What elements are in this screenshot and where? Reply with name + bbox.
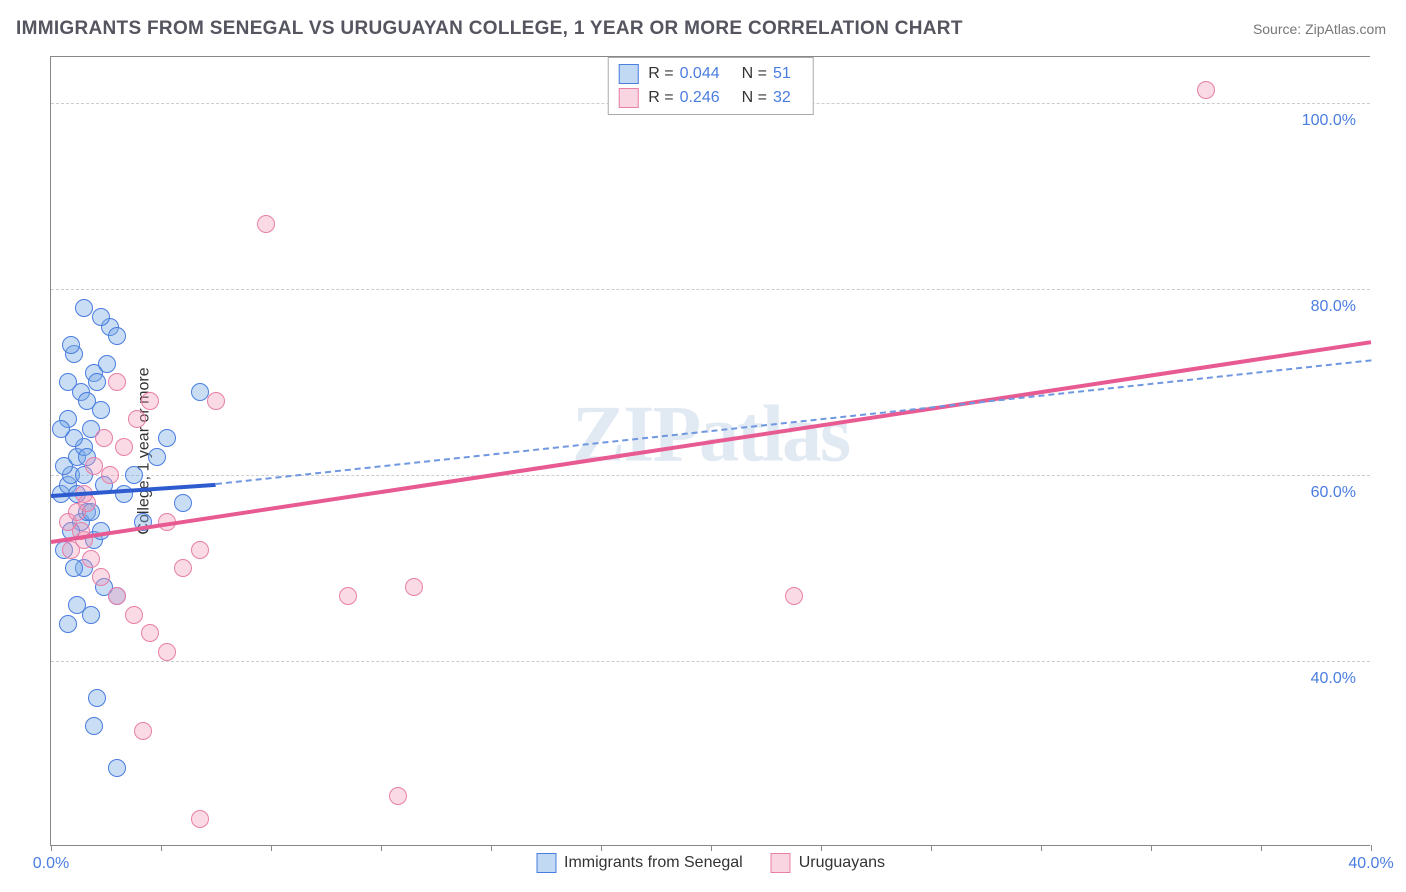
x-tick-minor [931, 845, 932, 851]
scatter-point-blue [125, 466, 143, 484]
scatter-point-pink [134, 722, 152, 740]
chart-source: Source: ZipAtlas.com [1253, 21, 1386, 37]
legend-item: Immigrants from Senegal [536, 853, 743, 873]
legend-swatch-pink [771, 853, 791, 873]
legend-stats-box: R = 0.044 N = 51 R = 0.246 N = 32 [607, 57, 814, 115]
scatter-point-blue [65, 559, 83, 577]
chart-title: IMMIGRANTS FROM SENEGAL VS URUGUAYAN COL… [16, 18, 963, 40]
legend-swatch-blue [618, 64, 638, 84]
source-value: ZipAtlas.com [1305, 21, 1386, 37]
scatter-point-blue [191, 383, 209, 401]
y-tick-label: 60.0% [1311, 484, 1356, 502]
r-label: R = [648, 65, 673, 83]
n-label: N = [742, 65, 767, 83]
legend-label: Immigrants from Senegal [564, 854, 743, 872]
scatter-point-blue [82, 606, 100, 624]
x-tick-minor [1261, 845, 1262, 851]
scatter-point-pink [191, 810, 209, 828]
x-tick-minor [381, 845, 382, 851]
trend-line [216, 359, 1371, 485]
scatter-point-pink [339, 587, 357, 605]
gridline [51, 289, 1370, 290]
r-value: 0.246 [680, 89, 720, 107]
scatter-point-pink [95, 429, 113, 447]
watermark-text: ZIPatlas [572, 390, 849, 481]
scatter-point-blue [78, 392, 96, 410]
scatter-point-pink [405, 578, 423, 596]
scatter-point-pink [389, 787, 407, 805]
legend-label: Uruguayans [799, 854, 885, 872]
scatter-point-pink [82, 550, 100, 568]
scatter-point-pink [128, 410, 146, 428]
x-tick-minor [711, 845, 712, 851]
gridline [51, 661, 1370, 662]
x-tick-minor [51, 845, 52, 851]
y-tick-label: 40.0% [1311, 670, 1356, 688]
scatter-point-blue [92, 308, 110, 326]
legend-stats-row: R = 0.246 N = 32 [618, 86, 803, 110]
scatter-point-pink [141, 392, 159, 410]
scatter-point-pink [125, 606, 143, 624]
gridline [51, 475, 1370, 476]
scatter-point-pink [191, 541, 209, 559]
scatter-point-pink [108, 587, 126, 605]
x-tick-minor [1041, 845, 1042, 851]
legend-item: Uruguayans [771, 853, 885, 873]
scatter-point-pink [207, 392, 225, 410]
x-tick-minor [821, 845, 822, 851]
scatter-point-pink [115, 438, 133, 456]
r-label: R = [648, 89, 673, 107]
scatter-point-pink [62, 541, 80, 559]
scatter-point-pink [141, 624, 159, 642]
trend-line [51, 340, 1372, 543]
legend-swatch-pink [618, 88, 638, 108]
x-tick-minor [271, 845, 272, 851]
scatter-point-pink [78, 494, 96, 512]
source-label: Source: [1253, 21, 1301, 37]
scatter-point-blue [59, 615, 77, 633]
scatter-point-blue [75, 299, 93, 317]
scatter-point-blue [88, 689, 106, 707]
scatter-point-blue [158, 429, 176, 447]
scatter-point-pink [158, 643, 176, 661]
scatter-point-pink [92, 568, 110, 586]
scatter-point-blue [108, 327, 126, 345]
scatter-point-blue [88, 373, 106, 391]
scatter-point-blue [115, 485, 133, 503]
scatter-point-blue [85, 717, 103, 735]
x-tick-minor [491, 845, 492, 851]
legend-series: Immigrants from Senegal Uruguayans [536, 853, 885, 873]
x-tick-minor [1151, 845, 1152, 851]
y-tick-label: 100.0% [1302, 112, 1356, 130]
scatter-point-blue [148, 448, 166, 466]
scatter-point-pink [257, 215, 275, 233]
x-tick-label: 40.0% [1348, 855, 1393, 873]
scatter-point-blue [59, 373, 77, 391]
scatter-chart: College, 1 year or more ZIPatlas R = 0.0… [50, 56, 1370, 846]
scatter-point-pink [1197, 81, 1215, 99]
x-tick-minor [1371, 845, 1372, 851]
y-tick-label: 80.0% [1311, 298, 1356, 316]
scatter-point-pink [108, 373, 126, 391]
scatter-point-blue [174, 494, 192, 512]
chart-header: IMMIGRANTS FROM SENEGAL VS URUGUAYAN COL… [16, 18, 1386, 40]
scatter-point-pink [85, 457, 103, 475]
x-tick-minor [161, 845, 162, 851]
scatter-point-pink [101, 466, 119, 484]
legend-stats-row: R = 0.044 N = 51 [618, 62, 803, 86]
scatter-point-blue [52, 420, 70, 438]
r-value: 0.044 [680, 65, 720, 83]
n-value: 51 [773, 65, 791, 83]
n-value: 32 [773, 89, 791, 107]
x-tick-label: 0.0% [33, 855, 69, 873]
scatter-point-blue [98, 355, 116, 373]
scatter-point-pink [785, 587, 803, 605]
n-label: N = [742, 89, 767, 107]
scatter-point-pink [174, 559, 192, 577]
legend-swatch-blue [536, 853, 556, 873]
scatter-point-blue [108, 759, 126, 777]
x-tick-minor [601, 845, 602, 851]
scatter-point-blue [62, 336, 80, 354]
